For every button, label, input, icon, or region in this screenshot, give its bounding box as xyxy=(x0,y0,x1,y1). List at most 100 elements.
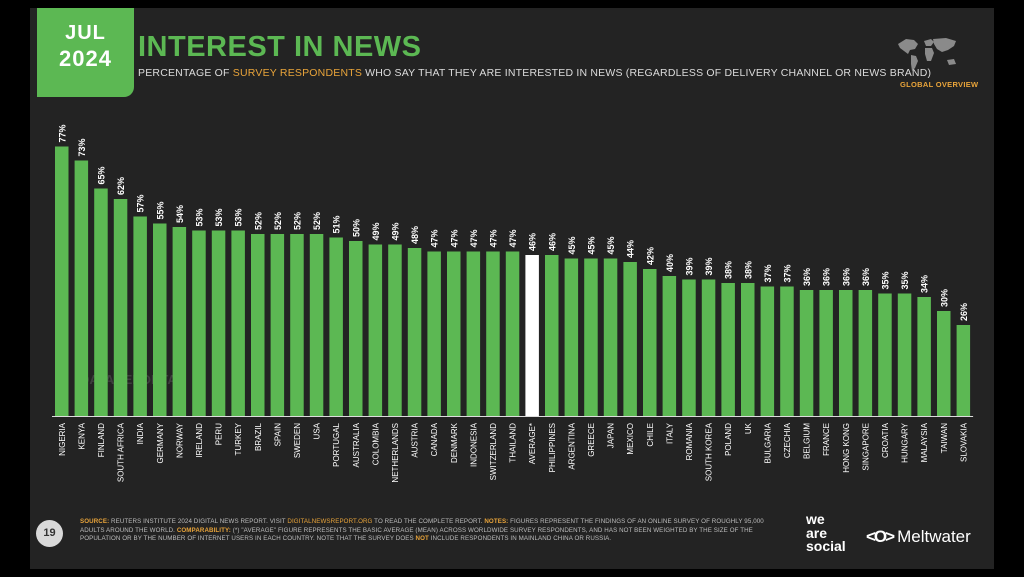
value-label: 65% xyxy=(96,166,106,184)
subtitle-pre: PERCENTAGE OF xyxy=(138,67,233,79)
value-label: 52% xyxy=(273,212,283,230)
bar xyxy=(662,276,677,416)
bar xyxy=(192,230,206,416)
value-label: 36% xyxy=(822,268,832,286)
brand1-line1: we xyxy=(806,511,825,527)
value-label: 47% xyxy=(488,229,498,247)
category-label: NETHERLANDS xyxy=(391,423,400,483)
value-label: 39% xyxy=(704,257,714,275)
comparability-label: COMPARABILITY: xyxy=(176,526,231,534)
value-label: 36% xyxy=(861,268,871,286)
value-label: 39% xyxy=(684,257,694,275)
bar xyxy=(682,279,696,416)
category-label: POLAND xyxy=(724,423,733,456)
we-are-social-logo: we are social xyxy=(806,511,846,554)
bar xyxy=(407,248,422,416)
bar xyxy=(447,251,461,416)
value-label: 47% xyxy=(508,229,518,247)
category-label: INDONESIA xyxy=(469,422,478,467)
bar xyxy=(878,293,892,416)
value-label: 38% xyxy=(724,261,734,279)
category-label: ROMANIA xyxy=(685,422,694,460)
bar xyxy=(603,258,618,416)
category-label: SPAIN xyxy=(273,423,282,447)
source-text-2: TO READ THE COMPLETE REPORT. xyxy=(372,518,485,525)
global-overview-label: GLOBAL OVERVIEW xyxy=(900,80,979,89)
value-label: 57% xyxy=(136,194,146,212)
value-label: 45% xyxy=(606,236,616,254)
bar xyxy=(466,251,481,416)
bar xyxy=(94,188,108,416)
category-label: AUSTRIA xyxy=(411,422,420,457)
bar xyxy=(839,290,853,416)
bar xyxy=(172,227,187,416)
value-label: 53% xyxy=(214,208,224,226)
value-label: 52% xyxy=(292,212,302,230)
subtitle-post: WHO SAY THAT THEY ARE INTERESTED IN NEWS… xyxy=(362,67,932,79)
value-label: 44% xyxy=(626,240,636,258)
value-label: 46% xyxy=(528,233,538,251)
bar xyxy=(545,255,559,416)
world-map-icon xyxy=(898,38,956,71)
bar xyxy=(349,241,363,416)
not-word: NOT xyxy=(415,535,429,543)
value-label: 52% xyxy=(253,212,263,230)
bar-chart: 77% NIGERIA 73% KENYA 65% FINLAND 62% SOUTH AFR… xyxy=(52,124,974,483)
bar xyxy=(211,230,226,416)
category-label: PORTUGAL xyxy=(332,422,341,466)
category-label: CANADA xyxy=(430,422,439,456)
value-label: 51% xyxy=(332,215,342,233)
category-label: GREECE xyxy=(587,423,596,457)
value-label: 52% xyxy=(312,212,322,230)
category-label: MALAYSIA xyxy=(920,422,929,462)
bar xyxy=(917,297,931,416)
value-label: 49% xyxy=(371,222,381,240)
value-label: 47% xyxy=(449,229,459,247)
bar xyxy=(858,290,873,416)
source-label: SOURCE: xyxy=(80,518,110,525)
value-label: 37% xyxy=(763,264,773,282)
bar xyxy=(760,286,775,416)
category-label: IRELAND xyxy=(195,423,204,458)
value-label: 45% xyxy=(586,236,596,254)
meltwater-icon: <O> xyxy=(866,527,895,546)
category-label: ITALY xyxy=(665,422,674,444)
value-label: 73% xyxy=(77,138,87,156)
bar xyxy=(74,160,89,416)
value-label: 36% xyxy=(802,268,812,286)
value-label: 48% xyxy=(410,226,420,244)
category-label: COLOMBIA xyxy=(371,422,380,465)
value-label: 50% xyxy=(351,219,361,237)
category-label: BRAZIL xyxy=(254,422,263,451)
category-label: PERU xyxy=(215,423,224,445)
value-label: 42% xyxy=(645,247,655,265)
bar xyxy=(623,262,637,416)
value-label: 35% xyxy=(900,271,910,289)
category-label: NIGERIA xyxy=(58,422,67,456)
category-label: USA xyxy=(313,422,322,439)
value-label: 47% xyxy=(430,229,440,247)
notes-text: FIGURES REPRESENT THE FINDINGS OF AN ONL… xyxy=(80,518,764,534)
category-label: FINLAND xyxy=(97,423,106,457)
category-label: CROATIA xyxy=(881,422,890,458)
value-label: 40% xyxy=(665,254,675,272)
bar xyxy=(956,325,971,416)
bar xyxy=(427,251,441,416)
slide: JUL 2024 INTEREST IN NEWS PERCENTAGE OF … xyxy=(30,8,994,569)
category-label: AUSTRALIA xyxy=(352,422,361,467)
value-label: 62% xyxy=(116,177,126,195)
category-label: NORWAY xyxy=(175,422,184,458)
value-label: 35% xyxy=(880,271,890,289)
category-label: SOUTH KOREA xyxy=(705,422,714,481)
comparability-text-2: INCLUDE RESPONDENTS IN MAINLAND CHINA OR… xyxy=(428,535,612,543)
category-label: KENYA xyxy=(77,422,86,449)
badge-month: JUL xyxy=(65,22,106,44)
value-label: 55% xyxy=(155,201,165,219)
category-label: CZECHIA xyxy=(783,422,792,458)
meltwater-name: Meltwater xyxy=(897,527,971,546)
bar xyxy=(486,251,500,416)
source-link[interactable]: DIGITALNEWSREPORT.ORG xyxy=(287,518,373,525)
bar xyxy=(897,293,912,416)
category-label: HONG KONG xyxy=(842,423,851,473)
subtitle-highlight: SURVEY RESPONDENTS xyxy=(232,67,363,79)
